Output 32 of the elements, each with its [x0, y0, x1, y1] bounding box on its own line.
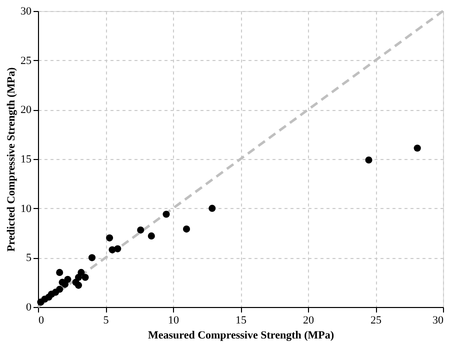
- point: [148, 232, 155, 240]
- x-tick-label: 15: [236, 314, 247, 326]
- point: [208, 204, 216, 212]
- x-tick-label: 25: [370, 314, 382, 326]
- point: [414, 144, 421, 152]
- y-tick-label: 30: [20, 6, 32, 18]
- point: [82, 274, 89, 281]
- x-axis-title: Measured Compressive Strength (MPa): [148, 330, 334, 342]
- point: [137, 226, 144, 234]
- x-tick-label: 10: [168, 314, 180, 326]
- point: [56, 268, 64, 276]
- point: [56, 286, 64, 293]
- y-tick-label: 25: [20, 54, 32, 67]
- y-tick-label: 0: [26, 302, 32, 314]
- point: [365, 156, 372, 164]
- point: [74, 282, 82, 289]
- x-tick-label: 0: [38, 314, 44, 326]
- x-tick-label: 20: [303, 314, 314, 326]
- y-tick-label: 20: [20, 104, 32, 116]
- point: [78, 268, 85, 276]
- y-tick-label: 15: [20, 154, 32, 166]
- point: [182, 226, 190, 233]
- y-axis-title: Predicted Compressive Strength (MPa): [6, 67, 18, 252]
- y-tick-label: 10: [20, 202, 32, 215]
- point: [114, 245, 122, 252]
- point: [162, 210, 170, 218]
- point: [88, 254, 96, 262]
- x-tick-label: 5: [103, 314, 110, 326]
- point: [64, 276, 72, 283]
- y-tick-label: 5: [26, 252, 32, 264]
- x-tick-label: 30: [432, 314, 444, 326]
- point: [106, 234, 114, 242]
